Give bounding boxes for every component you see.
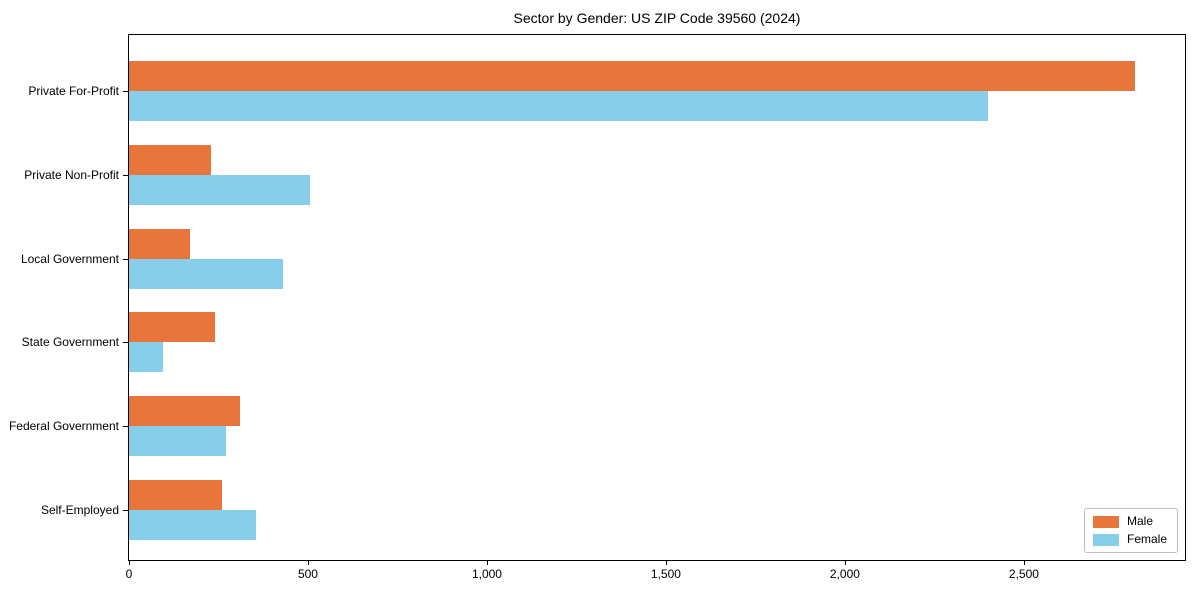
legend-label: Male (1126, 514, 1153, 528)
y-axis-tick (123, 426, 128, 428)
x-tick-label: 1,500 (650, 567, 681, 581)
x-tick-label: 1,000 (471, 567, 502, 581)
legend-item-male: Male (1092, 514, 1167, 528)
bar-male-0 (129, 61, 1135, 91)
bar-male-5 (129, 480, 223, 510)
category-label: Self-Employed (40, 503, 119, 517)
x-axis-tick (1023, 560, 1025, 565)
bar-male-1 (129, 144, 212, 175)
x-tick-label: 0 (125, 567, 133, 581)
legend-item-female: Female (1092, 532, 1167, 546)
bar-female-4 (129, 426, 226, 457)
bar-female-5 (129, 510, 257, 540)
y-axis-tick (123, 342, 128, 344)
bar-female-1 (129, 174, 310, 205)
x-axis-tick (844, 560, 846, 565)
plot-area: Private For-Profit Private Non-Profit Loca… (9, 34, 1186, 581)
x-axis-tick (307, 560, 309, 565)
legend-swatch-male (1092, 515, 1119, 528)
bar-female-3 (129, 342, 163, 373)
y-axis-tick (123, 510, 128, 511)
category-label: Federal Government (8, 419, 119, 434)
bar-female-2 (129, 258, 283, 289)
x-axis-tick (129, 560, 130, 565)
y-axis-tick (123, 174, 128, 176)
legend: Male Female (1083, 508, 1178, 553)
y-axis-tick (123, 258, 128, 260)
bar-male-2 (129, 228, 190, 259)
category-label: Private For-Profit (28, 84, 119, 98)
category-label: Local Government (20, 251, 119, 266)
category-label: Private Non-Profit (24, 167, 119, 182)
legend-label: Female (1126, 532, 1167, 546)
x-axis-tick (665, 560, 667, 565)
bar-male-4 (129, 396, 240, 427)
category-label: State Government (21, 335, 119, 350)
legend-swatch-female (1092, 533, 1119, 546)
bar-female-0 (129, 91, 989, 121)
bar-male-3 (129, 312, 215, 343)
x-tick-label: 500 (297, 567, 318, 581)
x-tick-label: 2,000 (829, 567, 860, 581)
x-axis-tick (486, 560, 488, 565)
x-tick-label: 2,500 (1008, 567, 1039, 581)
chart-title: Sector by Gender: US ZIP Code 39560 (202… (513, 10, 801, 26)
y-axis-tick (123, 91, 128, 92)
